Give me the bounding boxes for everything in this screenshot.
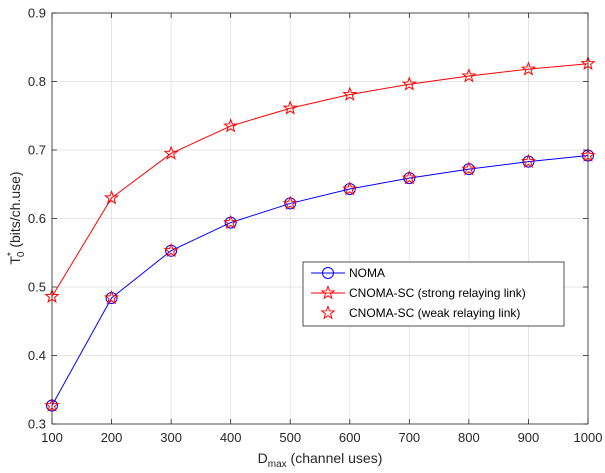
- y-axis-label: T*0 (bits/ch.use): [6, 171, 27, 264]
- x-tick-label: 1000: [574, 430, 603, 445]
- legend-marker: [320, 285, 336, 300]
- x-tick-label: 100: [41, 430, 63, 445]
- x-tick-label: 700: [398, 430, 420, 445]
- star-point: [520, 61, 537, 76]
- x-tick-label: 600: [339, 430, 361, 445]
- star-point: [401, 170, 417, 185]
- x-axis-label: Dmax (channel uses): [258, 450, 383, 470]
- star-point: [282, 195, 298, 210]
- star-point: [223, 118, 239, 133]
- y-tick-label: 0.6: [28, 211, 46, 226]
- legend-marker: [320, 305, 336, 320]
- star-point: [461, 68, 477, 83]
- legend-entries: NOMA CNOMA-SC (strong relaying link) CNOMA…: [311, 266, 526, 320]
- series-layer: [44, 55, 596, 412]
- star-point: [163, 145, 179, 160]
- legend: NOMA CNOMA-SC (strong relaying link) CNOMA…: [302, 261, 565, 327]
- legend-label: CNOMA-SC (strong relaying link): [349, 286, 526, 300]
- x-tick-label: 300: [160, 430, 182, 445]
- ticks: 100 200 300 400 500 600 700 800 900 1000 0.3 0.4 0.5…: [28, 6, 603, 446]
- star-point: [163, 242, 179, 258]
- star-point: [282, 100, 298, 115]
- series-line: [51, 63, 589, 297]
- star-point: [461, 161, 477, 176]
- legend-label: NOMA: [349, 266, 385, 280]
- y-tick-label: 0.3: [28, 417, 46, 432]
- x-tick-label: 800: [458, 430, 480, 445]
- y-tick-label: 0.5: [28, 280, 46, 295]
- legend-box: [302, 261, 565, 327]
- y-tick-label: 0.4: [28, 348, 46, 363]
- legend-entry: CNOMA-SC (strong relaying link): [311, 285, 526, 300]
- star-point: [223, 214, 239, 230]
- star-point: [401, 76, 417, 91]
- legend-entry: NOMA: [311, 266, 385, 280]
- star-point: [103, 290, 120, 305]
- x-tick-label: 200: [101, 430, 123, 445]
- star-point: [342, 86, 358, 101]
- x-tick-label: 900: [518, 430, 540, 445]
- star-point: [342, 181, 358, 196]
- y-tick-label: 0.7: [28, 143, 46, 158]
- y-tick-label: 0.8: [28, 74, 46, 89]
- x-tick-label: 500: [279, 430, 301, 445]
- legend-marker: [322, 267, 334, 279]
- star-point: [520, 153, 537, 169]
- legend-entry: CNOMA-SC (weak relaying link): [320, 305, 520, 320]
- legend-label: CNOMA-SC (weak relaying link): [349, 306, 520, 320]
- series-line: [51, 154, 589, 406]
- star-point: [103, 189, 120, 205]
- y-tick-label: 0.9: [28, 6, 46, 21]
- x-tick-label: 400: [220, 430, 242, 445]
